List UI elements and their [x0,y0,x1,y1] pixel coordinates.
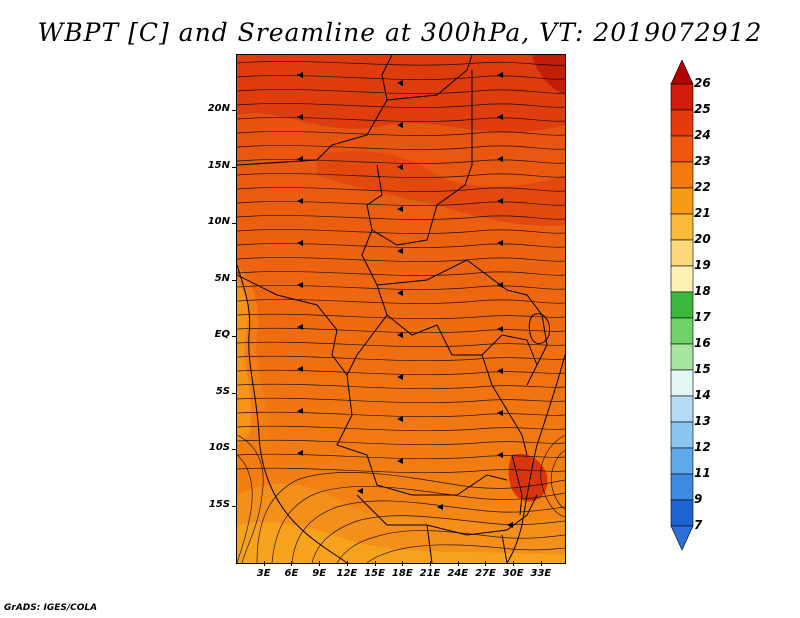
colorbar-segment [670,109,694,137]
lat-label-15n: 15N [207,159,230,171]
colorbar-bottom-triangle [670,525,694,551]
lon-tick [540,561,542,566]
lat-tick [232,223,237,225]
lon-tick [485,561,487,566]
lon-label-3e: 3E [256,568,271,579]
lat-tick [232,392,237,394]
colorbar-segment [670,135,694,163]
lon-label-18e: 18E [391,568,413,579]
colorbar-label-24: 24 [694,128,711,142]
lon-tick [346,561,348,566]
colorbar-label-12: 12 [694,440,711,454]
lon-label-30e: 30E [502,568,524,579]
colorbar-segment [670,213,694,241]
colorbar-label-17: 17 [694,310,711,324]
streamline-arrows [297,72,513,528]
lon-tick [402,561,404,566]
lat-tick [232,449,237,451]
colorbar-label-16: 16 [694,336,711,350]
lon-tick [319,561,321,566]
wbpt-band-21-west [237,280,252,445]
colorbar-label-26: 26 [694,76,711,90]
lat-tick [232,166,237,168]
colorbar-label-15: 15 [694,362,711,376]
colorbar-segment [670,161,694,189]
chart-title: WBPT [C] and Sreamline at 300hPa, VT: 20… [37,18,763,47]
colorbar-label-13: 13 [694,414,711,428]
colorbar-segment [670,239,694,267]
colorbar-segment [670,265,694,293]
country-borders [237,55,565,563]
colorbar-label-20: 20 [694,232,711,246]
colorbar-segment [670,291,694,319]
lat-label-10s: 10S [208,442,230,454]
lat-label-10n: 10N [207,216,230,228]
map-canvas [237,55,565,563]
lat-label-20n: 20N [207,103,230,115]
wbpt-band-24-se [508,453,548,502]
colorbar-label-23: 23 [694,154,711,168]
colorbar-svg [670,59,694,551]
lat-tick [232,336,237,338]
colorbar-label-11: 11 [694,466,711,480]
lat-label-5s: 5S [215,385,230,397]
colorbar-label-25: 25 [694,102,711,116]
lat-tick [232,110,237,112]
colorbar-segment [670,421,694,449]
lon-tick [457,561,459,566]
footer-credit: GrADS: IGES/COLA [4,603,98,613]
colorbar-label-19: 19 [694,258,711,272]
colorbar-top-triangle [670,59,694,85]
lat-tick [232,279,237,281]
lon-tick [374,561,376,566]
colorbar-label-22: 22 [694,180,711,194]
lon-label-21e: 21E [419,568,441,579]
wbpt-band-24-mid [317,151,565,226]
colorbar-label-18: 18 [694,284,711,298]
lat-tick [232,505,237,507]
lon-label-15e: 15E [364,568,385,579]
lon-tick [430,561,432,566]
colorbar-segment [670,447,694,475]
lon-tick [263,561,265,566]
colorbar-label-9: 9 [694,492,703,506]
colorbar-segment [670,395,694,423]
colorbar [670,59,694,564]
colorbar-segment [670,343,694,371]
colorbar-label-7: 7 [694,518,703,532]
colorbar-segment [670,369,694,397]
colorbar-segment [670,499,694,527]
streamlines [237,61,565,563]
map-panel [236,54,566,564]
lat-label-eq: EQ [214,329,230,341]
colorbar-segment [670,187,694,215]
lon-label-6e: 6E [284,568,299,579]
colorbar-label-21: 21 [694,206,711,220]
colorbar-segment [670,473,694,501]
lon-label-12e: 12E [336,568,358,579]
lon-label-27e: 27E [475,568,496,579]
wbpt-band-21-south [237,522,565,563]
colorbar-label-14: 14 [694,388,711,402]
lon-label-33e: 33E [530,568,552,579]
colorbar-segment [670,83,694,111]
lon-tick [291,561,293,566]
lat-label-15s: 15S [208,498,230,510]
lat-label-5n: 5N [214,272,230,284]
lon-label-9e: 9E [312,568,327,579]
lon-label-24e: 24E [447,568,469,579]
colorbar-segment [670,317,694,345]
lon-tick [513,561,515,566]
